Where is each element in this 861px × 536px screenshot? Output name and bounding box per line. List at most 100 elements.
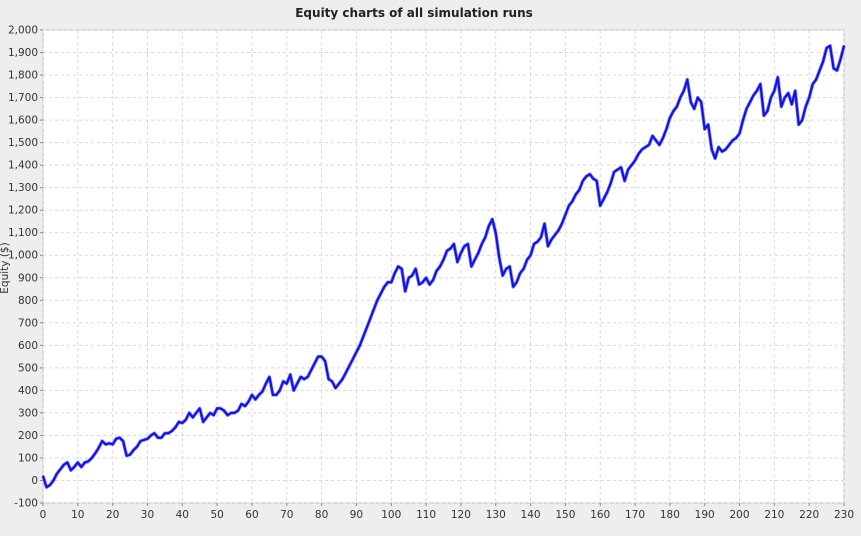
data-point	[230, 412, 232, 414]
data-point	[498, 256, 501, 259]
data-point	[282, 380, 285, 383]
data-point	[724, 148, 727, 151]
data-point	[700, 101, 702, 103]
data-point	[488, 225, 490, 227]
data-point	[634, 159, 636, 162]
y-tick-label: 0	[31, 475, 38, 487]
data-point	[164, 432, 166, 435]
data-point	[742, 119, 744, 121]
data-point	[836, 69, 838, 72]
data-point	[376, 299, 379, 302]
data-point	[703, 128, 706, 130]
data-point	[568, 204, 570, 207]
x-tick-label: 0	[40, 509, 47, 521]
x-tick-label: 90	[350, 509, 363, 521]
y-tick-label: 1,600	[8, 115, 38, 127]
data-point	[143, 439, 145, 441]
data-point	[428, 283, 431, 286]
data-point	[56, 472, 58, 475]
x-axis-ticks: 0 10 20 30 40 50 60 70 80 90 100 110 120 130 140 150 160…	[40, 503, 854, 521]
data-point	[286, 382, 288, 385]
data-point	[526, 258, 528, 261]
data-point	[104, 443, 107, 446]
y-axis-label: Equity ($)	[0, 242, 11, 293]
data-point	[505, 268, 508, 270]
data-point	[425, 277, 427, 279]
series-points	[42, 45, 845, 489]
data-point	[662, 137, 664, 139]
y-tick-label: 900	[18, 272, 38, 284]
data-point	[407, 277, 410, 279]
data-point	[404, 290, 407, 293]
data-point	[825, 47, 828, 49]
data-point	[710, 148, 713, 151]
data-point	[400, 268, 403, 270]
y-axis-ticks: -100 0 100 200 300 400 500 600 700 800 900 1,000 1,1…	[8, 25, 43, 510]
data-point	[543, 222, 546, 225]
data-point	[366, 326, 368, 329]
y-tick-label: 1,500	[8, 137, 38, 149]
data-point	[575, 193, 577, 196]
data-point	[815, 78, 817, 81]
data-point	[752, 94, 755, 97]
data-point	[292, 389, 295, 392]
x-tick-label: 220	[799, 509, 819, 521]
data-point	[449, 247, 452, 250]
data-point	[251, 394, 253, 396]
data-point	[188, 412, 191, 414]
data-point	[522, 268, 525, 270]
data-point	[609, 182, 612, 184]
data-point	[501, 274, 504, 277]
data-point	[571, 200, 574, 202]
y-tick-label: 700	[18, 317, 38, 329]
data-point	[463, 245, 466, 247]
data-point	[592, 177, 595, 180]
data-point	[59, 468, 62, 471]
data-point	[432, 279, 434, 281]
data-point	[735, 137, 737, 139]
data-point	[595, 180, 598, 182]
data-point	[49, 484, 51, 486]
data-point	[763, 114, 765, 117]
data-point	[118, 436, 121, 439]
x-tick-label: 50	[210, 509, 223, 521]
data-point	[630, 164, 633, 166]
data-point	[136, 445, 138, 448]
data-point	[589, 173, 591, 175]
data-point	[181, 422, 184, 424]
data-point	[759, 83, 762, 85]
x-tick-label: 160	[590, 509, 610, 521]
data-point	[773, 90, 776, 92]
data-point	[157, 436, 159, 439]
data-point	[829, 45, 831, 47]
x-tick-label: 40	[176, 509, 189, 521]
data-point	[265, 382, 267, 385]
data-point	[178, 421, 180, 423]
data-point	[637, 153, 640, 155]
data-point	[233, 412, 236, 414]
data-point	[439, 265, 441, 268]
data-point	[804, 105, 807, 108]
data-point	[171, 430, 173, 432]
data-point	[146, 438, 149, 440]
data-point	[672, 110, 675, 112]
data-point	[481, 243, 483, 245]
x-tick-label: 80	[315, 509, 328, 521]
data-point	[219, 407, 222, 410]
data-point	[393, 272, 396, 275]
data-point	[627, 168, 629, 171]
x-tick-label: 200	[729, 509, 749, 521]
data-point	[362, 335, 365, 338]
x-tick-label: 110	[416, 509, 436, 521]
y-tick-label: 300	[18, 407, 38, 419]
data-point	[198, 407, 201, 410]
data-point	[515, 281, 518, 284]
y-tick-label: 1,700	[8, 92, 38, 104]
data-point	[693, 108, 695, 110]
data-point	[45, 486, 48, 489]
data-point	[345, 371, 347, 374]
data-point	[641, 148, 643, 151]
data-point	[279, 389, 281, 392]
data-point	[578, 189, 581, 191]
data-point	[780, 105, 783, 108]
